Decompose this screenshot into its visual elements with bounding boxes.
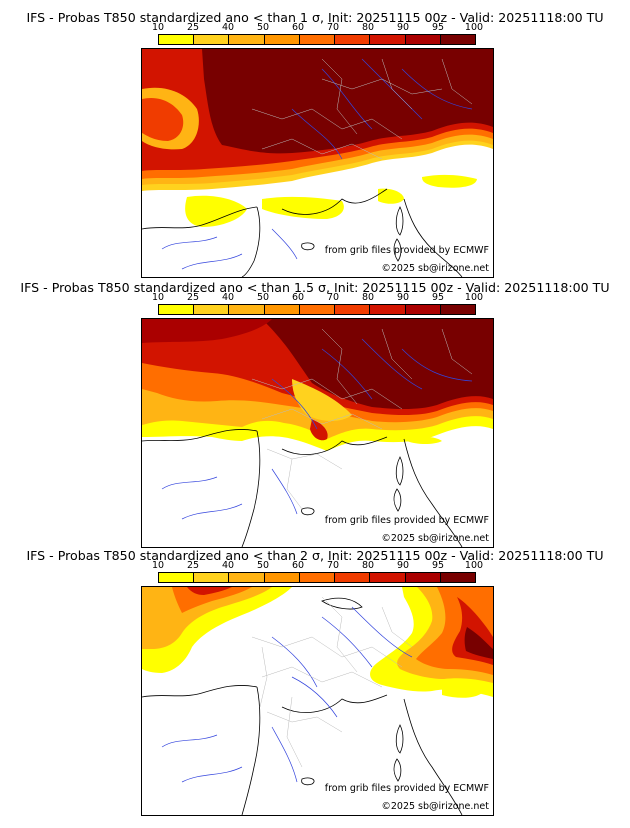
colorbar-ticks: 10 25 40 50 60 70 80 90 95 100 <box>140 292 492 303</box>
colorbar-segment <box>159 305 194 314</box>
colorbar-tick-label: 90 <box>396 22 410 33</box>
map-graphic <box>142 49 493 277</box>
colorbar-segment <box>263 35 299 44</box>
source-credit: from grib files provided by ECMWF <box>324 783 489 794</box>
colorbar-tick-label: 60 <box>291 22 305 33</box>
colorbar-tick-label: 80 <box>361 22 375 33</box>
colorbar-segment <box>193 573 229 582</box>
probability-map: from grib files provided by ECMWF ©2025 … <box>141 318 494 548</box>
colorbar-tick-label: 50 <box>256 22 270 33</box>
colorbar-tick-label: 25 <box>186 560 200 571</box>
colorbar-tick-label: 10 <box>151 292 165 303</box>
colorbar-tick-label: 50 <box>256 560 270 571</box>
colorbar <box>158 572 476 583</box>
panel-title: IFS - Probas T850 standardized ano < tha… <box>26 10 604 25</box>
colorbar-segment <box>439 305 475 314</box>
colorbar-segment <box>228 35 264 44</box>
colorbar <box>158 34 476 45</box>
colorbar-tick-label: 25 <box>186 22 200 33</box>
probability-map: from grib files provided by ECMWF ©2025 … <box>141 48 494 278</box>
colorbar-tick-label: 70 <box>326 560 340 571</box>
source-credit: from grib files provided by ECMWF <box>324 515 489 526</box>
colorbar-segment <box>263 573 299 582</box>
colorbar-segment <box>263 305 299 314</box>
map-graphic <box>142 319 493 547</box>
colorbar-tick-label: 60 <box>291 560 305 571</box>
colorbar-segment <box>298 573 335 582</box>
copyright-credit: ©2025 sb@irizone.net <box>381 533 489 544</box>
colorbar-segment <box>334 35 370 44</box>
colorbar-segment <box>334 305 370 314</box>
colorbar-segment <box>404 35 440 44</box>
colorbar-segment <box>159 35 194 44</box>
colorbar-ticks: 10 25 40 50 60 70 80 90 95 100 <box>140 22 492 33</box>
colorbar-tick-label: 40 <box>221 292 235 303</box>
colorbar-segment <box>193 305 229 314</box>
panel-1sigma: IFS - Probas T850 standardized ano < tha… <box>0 10 630 280</box>
colorbar-tick-label: 10 <box>151 22 165 33</box>
colorbar-segment <box>369 35 405 44</box>
colorbar-segment <box>159 573 194 582</box>
source-credit: from grib files provided by ECMWF <box>324 245 489 256</box>
colorbar-ticks: 10 25 40 50 60 70 80 90 95 100 <box>140 560 492 571</box>
colorbar-segment <box>193 35 229 44</box>
colorbar-tick-label: 70 <box>326 292 340 303</box>
map-graphic <box>142 587 493 815</box>
colorbar-tick-label: 100 <box>464 22 484 33</box>
colorbar-segment <box>369 305 405 314</box>
colorbar-tick-label: 40 <box>221 560 235 571</box>
colorbar-tick-label: 60 <box>291 292 305 303</box>
colorbar-segment <box>298 305 335 314</box>
probability-map: from grib files provided by ECMWF ©2025 … <box>141 586 494 816</box>
colorbar-segment <box>404 573 440 582</box>
colorbar-segment <box>439 573 475 582</box>
colorbar-segment <box>369 573 405 582</box>
colorbar-segment <box>404 305 440 314</box>
colorbar-segment <box>228 573 264 582</box>
colorbar-tick-label: 95 <box>431 22 445 33</box>
colorbar-tick-label: 70 <box>326 22 340 33</box>
colorbar-tick-label: 10 <box>151 560 165 571</box>
colorbar <box>158 304 476 315</box>
panel-title: IFS - Probas T850 standardized ano < tha… <box>20 280 610 295</box>
colorbar-tick-label: 100 <box>464 292 484 303</box>
colorbar-segment <box>334 573 370 582</box>
colorbar-tick-label: 95 <box>431 292 445 303</box>
panel-1-5sigma: IFS - Probas T850 standardized ano < tha… <box>0 280 630 548</box>
colorbar-tick-label: 50 <box>256 292 270 303</box>
colorbar-tick-label: 80 <box>361 560 375 571</box>
panel-2sigma: IFS - Probas T850 standardized ano < tha… <box>0 548 630 828</box>
copyright-credit: ©2025 sb@irizone.net <box>381 801 489 812</box>
panel-title: IFS - Probas T850 standardized ano < tha… <box>26 548 604 563</box>
colorbar-tick-label: 80 <box>361 292 375 303</box>
colorbar-tick-label: 40 <box>221 22 235 33</box>
colorbar-tick-label: 25 <box>186 292 200 303</box>
colorbar-segment <box>439 35 475 44</box>
colorbar-tick-label: 95 <box>431 560 445 571</box>
colorbar-tick-label: 90 <box>396 560 410 571</box>
colorbar-tick-label: 90 <box>396 292 410 303</box>
colorbar-segment <box>298 35 335 44</box>
copyright-credit: ©2025 sb@irizone.net <box>381 263 489 274</box>
colorbar-tick-label: 100 <box>464 560 484 571</box>
colorbar-segment <box>228 305 264 314</box>
